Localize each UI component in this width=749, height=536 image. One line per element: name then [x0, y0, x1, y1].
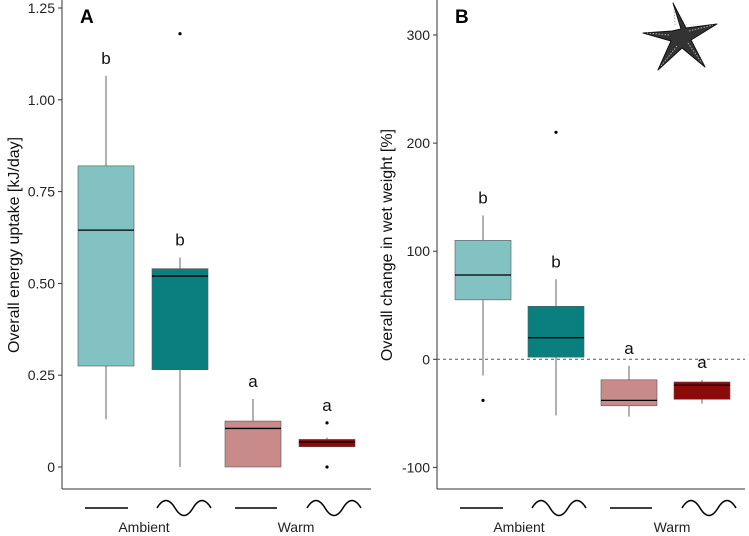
y-tick-label: 100 — [407, 243, 431, 259]
panel-b-treatment-symbols — [460, 499, 737, 517]
y-tick-label: 1.25 — [28, 0, 55, 16]
y-tick-label: 0.75 — [28, 184, 55, 200]
significance-letter: b — [551, 252, 560, 271]
panel-a-y-ticks: 0 0.25 0.50 0.75 1.00 1.25 — [28, 0, 62, 475]
box-body — [454, 240, 512, 301]
significance-letter: b — [175, 231, 184, 250]
outlier-point — [481, 398, 485, 402]
fluctuating-symbol — [531, 499, 587, 517]
box-body — [673, 381, 731, 400]
panel-a-group-label-warm: Warm — [278, 519, 315, 535]
panel-a-y-label: Overall energy uptake [kJ/day] — [6, 137, 23, 353]
y-tick-label: -100 — [402, 459, 430, 475]
panel-a-label: A — [80, 7, 94, 28]
box-body — [77, 165, 135, 367]
significance-letter: a — [624, 339, 634, 358]
significance-letter: a — [322, 396, 332, 415]
fluctuating-symbol — [156, 499, 212, 517]
box-warm-constant: a — [224, 372, 282, 468]
sea-star-icon — [642, 2, 718, 71]
outlier-point — [325, 465, 329, 469]
box-warm-constant: a — [600, 339, 658, 417]
panel-b-boxes: b b a a — [437, 130, 745, 417]
panel-b-label: B — [455, 7, 469, 28]
box-body — [600, 379, 658, 407]
panel-b-y-label: Overall change in wet weight [%] — [379, 129, 396, 361]
significance-letter: a — [248, 372, 258, 391]
box-body — [151, 268, 209, 370]
outlier-point — [178, 32, 182, 36]
significance-letter: a — [697, 353, 707, 372]
panel-a: A Overall energy uptake [kJ/day] 0 0.25 0.… — [6, 0, 371, 535]
panel-a-group-label-ambient: Ambient — [118, 519, 169, 535]
box-warm-fluctuating: a — [298, 396, 356, 469]
panel-b: B Overall change in wet weight [%] -100 0… — [379, 0, 745, 535]
box-ambient-fluctuating: b — [527, 130, 585, 416]
panel-b-group-label-ambient: Ambient — [493, 519, 544, 535]
y-tick-label: 0.50 — [28, 275, 55, 291]
box-body — [298, 439, 356, 448]
panel-b-group-label-warm: Warm — [654, 519, 691, 535]
y-tick-label: 200 — [407, 135, 431, 151]
y-tick-label: 1.00 — [28, 92, 55, 108]
box-warm-fluctuating: a — [673, 353, 731, 404]
box-ambient-fluctuating: b — [151, 32, 209, 467]
box-ambient-constant: b — [454, 189, 512, 402]
box-body — [527, 306, 585, 358]
outlier-point — [325, 421, 329, 425]
fluctuating-symbol — [681, 499, 737, 517]
y-tick-label: 0 — [47, 459, 55, 475]
significance-letter: b — [101, 49, 110, 68]
box-ambient-constant: b — [77, 49, 135, 420]
fluctuating-symbol — [306, 499, 362, 517]
panel-b-y-ticks: -100 0 100 200 300 — [402, 27, 437, 475]
panel-a-treatment-symbols — [85, 499, 362, 517]
y-tick-label: 0.25 — [28, 367, 55, 383]
panel-a-boxes: b b a a — [77, 32, 356, 469]
significance-letter: b — [478, 189, 487, 208]
outlier-point — [554, 130, 558, 134]
y-tick-label: 0 — [422, 351, 430, 367]
y-tick-label: 300 — [407, 27, 431, 43]
